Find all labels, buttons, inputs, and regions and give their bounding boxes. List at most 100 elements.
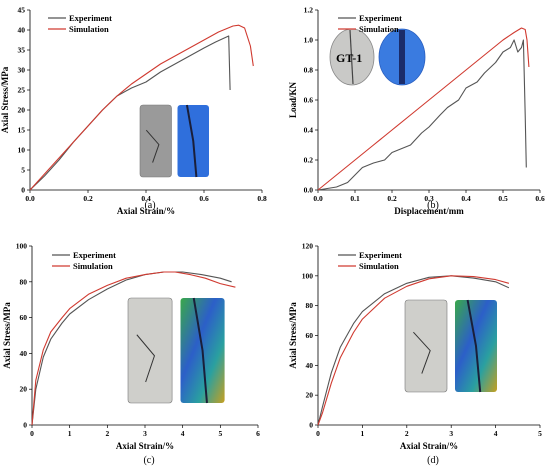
y-tick-label: 5 bbox=[21, 166, 25, 175]
y-tick-label: 45 bbox=[18, 6, 26, 15]
legend-label-simulation: Simulation bbox=[359, 261, 399, 271]
x-tick-label: 0.3 bbox=[424, 194, 434, 203]
specimen-inset-image bbox=[404, 299, 497, 393]
y-tick-label: 120 bbox=[302, 242, 314, 251]
x-tick-label: 0.8 bbox=[257, 194, 267, 203]
y-tick-label: 20 bbox=[20, 385, 28, 394]
y-tick-label: 0.8 bbox=[304, 66, 314, 75]
series-line-simulation bbox=[317, 27, 530, 191]
series-line-simulation bbox=[31, 271, 236, 426]
x-tick-label: 2 bbox=[405, 429, 409, 438]
series-line-experiment bbox=[317, 39, 527, 191]
x-axis-label: Axial Strain/% bbox=[400, 441, 458, 451]
x-axis-label: Axial Strain/% bbox=[117, 206, 175, 216]
x-tick-label: 2 bbox=[105, 429, 109, 438]
x-tick-label: 0.0 bbox=[313, 194, 323, 203]
simulation-crack-band bbox=[192, 297, 208, 404]
legend-label-experiment: Experiment bbox=[73, 250, 116, 260]
panel-label: (d) bbox=[427, 455, 439, 466]
chart-panel-b: GT-1 0.0 0.1 0.2 0.3 0.4 0.5 0.6 0.0 0.2 0.4 0.6 0.8… bbox=[288, 6, 545, 217]
y-tick-label: 40 bbox=[18, 26, 26, 35]
y-tick-label: 1.0 bbox=[304, 36, 314, 45]
fracture-line bbox=[136, 334, 156, 383]
specimen-inset-image bbox=[139, 104, 209, 178]
series-line-experiment bbox=[317, 275, 510, 426]
legend-label-simulation: Simulation bbox=[359, 24, 399, 34]
specimen-inset-image: GT-1 bbox=[329, 28, 426, 86]
legend-label-experiment: Experiment bbox=[359, 250, 402, 260]
specimen-inset-image bbox=[127, 297, 225, 404]
chart-panel-a: 0.0 0.2 0.4 0.6 0.8 0 5 10 15 20 25 30 35 40 45 Axial S… bbox=[0, 6, 267, 217]
y-tick-label: 80 bbox=[306, 301, 314, 310]
series-line-simulation bbox=[317, 275, 510, 426]
fracture-line bbox=[349, 29, 354, 85]
x-tick-label: 0 bbox=[316, 429, 320, 438]
y-tick-label: 15 bbox=[18, 126, 26, 135]
x-tick-label: 0 bbox=[30, 429, 34, 438]
x-axis-label: Axial Strain/% bbox=[116, 441, 174, 451]
x-tick-label: 0.6 bbox=[535, 194, 545, 203]
legend-label-experiment: Experiment bbox=[69, 13, 112, 23]
y-tick-label: 20 bbox=[306, 391, 314, 400]
x-tick-label: 0.4 bbox=[141, 194, 151, 203]
fracture-line bbox=[145, 129, 160, 163]
x-tick-label: 0.4 bbox=[461, 194, 471, 203]
y-tick-label: 10 bbox=[18, 146, 26, 155]
specimen-label: GT-1 bbox=[336, 51, 362, 65]
y-tick-label: 0 bbox=[21, 186, 25, 195]
x-tick-label: 4 bbox=[494, 429, 498, 438]
fracture-line bbox=[413, 331, 431, 374]
x-tick-label: 1 bbox=[68, 429, 72, 438]
x-tick-label: 3 bbox=[143, 429, 147, 438]
panel-label: (a) bbox=[144, 200, 155, 211]
x-tick-label: 6 bbox=[256, 429, 260, 438]
x-tick-label: 0.2 bbox=[387, 194, 397, 203]
y-axis-label: Axial Stress/MPa bbox=[288, 302, 298, 369]
y-tick-label: 30 bbox=[18, 66, 26, 75]
x-axis-label: Displacement/mm bbox=[394, 206, 464, 216]
x-tick-label: 0.6 bbox=[199, 194, 209, 203]
x-tick-label: 5 bbox=[538, 429, 542, 438]
y-tick-label: 40 bbox=[20, 349, 28, 358]
chart-panel-d: 0 1 2 3 4 5 0 20 40 60 80 100 120 Axial Strain/% Axial… bbox=[288, 242, 542, 467]
y-axis-label: Axial Stress/MPa bbox=[0, 66, 10, 133]
x-tick-label: 0.0 bbox=[25, 194, 35, 203]
x-tick-label: 0.1 bbox=[350, 194, 360, 203]
simulation-crack-band bbox=[466, 299, 482, 393]
x-tick-label: 0.5 bbox=[498, 194, 508, 203]
y-tick-label: 0.6 bbox=[304, 96, 314, 105]
y-tick-label: 100 bbox=[16, 242, 28, 251]
y-tick-label: 0.0 bbox=[304, 186, 314, 195]
series-line-experiment bbox=[31, 271, 232, 426]
y-tick-label: 25 bbox=[18, 86, 26, 95]
y-tick-label: 80 bbox=[20, 277, 28, 286]
x-tick-label: 3 bbox=[449, 429, 453, 438]
x-tick-label: 1 bbox=[361, 429, 365, 438]
y-tick-label: 1.2 bbox=[304, 6, 314, 15]
x-tick-label: 5 bbox=[218, 429, 222, 438]
x-tick-label: 0.2 bbox=[83, 194, 93, 203]
x-tick-label: 4 bbox=[181, 429, 185, 438]
y-tick-label: 0.2 bbox=[304, 156, 314, 165]
simulation-crack-band bbox=[399, 30, 405, 84]
series-line-simulation bbox=[29, 24, 254, 191]
legend-label-experiment: Experiment bbox=[359, 13, 402, 23]
y-tick-label: 60 bbox=[20, 313, 28, 322]
y-tick-label: 40 bbox=[306, 361, 314, 370]
y-tick-label: 35 bbox=[18, 46, 26, 55]
legend-label-simulation: Simulation bbox=[73, 261, 113, 271]
y-axis-label: Load/KN bbox=[288, 81, 298, 118]
y-tick-label: 20 bbox=[18, 106, 26, 115]
y-tick-label: 60 bbox=[306, 331, 314, 340]
panel-label: (b) bbox=[427, 200, 439, 211]
panel-label: (c) bbox=[143, 455, 154, 466]
y-tick-label: 100 bbox=[302, 271, 314, 280]
simulation-crack-band bbox=[185, 104, 198, 178]
y-axis-label: Axial Stress/MPa bbox=[2, 302, 12, 369]
